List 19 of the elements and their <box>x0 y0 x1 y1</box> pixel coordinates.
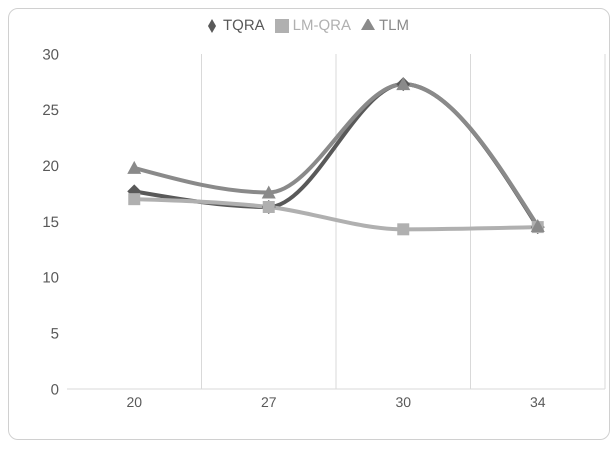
legend-label: TQRA <box>222 17 265 34</box>
y-tick-label: 15 <box>42 214 59 231</box>
legend-label: TLM <box>379 17 409 34</box>
x-tick-label: 27 <box>260 394 277 410</box>
point <box>128 193 140 206</box>
y-tick-label: 20 <box>42 158 59 175</box>
point <box>530 218 545 232</box>
legend-label: LM-QRA <box>292 17 351 34</box>
x-tick-label: 30 <box>395 394 412 410</box>
y-tick-label: 0 <box>50 381 59 398</box>
y-tick-label: 30 <box>42 46 59 64</box>
point <box>127 160 142 174</box>
point <box>397 223 410 236</box>
x-tick-label: 20 <box>126 394 142 410</box>
y-tick-label: 25 <box>42 102 59 120</box>
x-tick-label: 34 <box>530 394 546 410</box>
point <box>262 185 276 198</box>
y-tick-label: 10 <box>42 270 59 287</box>
y-tick-label: 5 <box>50 325 59 342</box>
